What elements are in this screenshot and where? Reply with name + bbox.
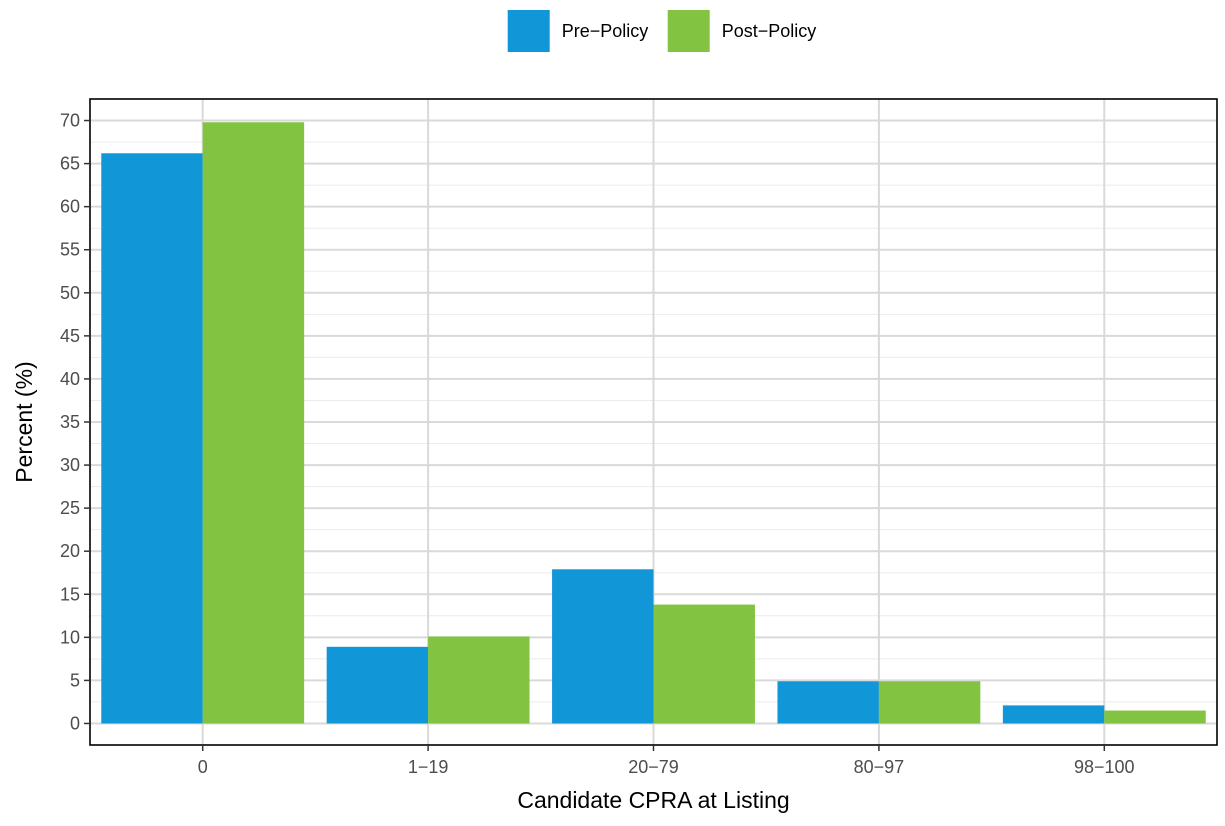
y-tick-label: 30	[60, 455, 80, 475]
bar	[202, 122, 305, 724]
bar	[878, 681, 981, 724]
x-tick-label: 0	[198, 757, 208, 777]
legend-key	[667, 10, 710, 52]
y-tick-label: 0	[70, 713, 80, 733]
y-tick-label: 60	[60, 197, 80, 217]
x-tick-label: 80−97	[854, 757, 905, 777]
y-tick-label: 50	[60, 283, 80, 303]
y-tick-label: 55	[60, 240, 80, 260]
x-tick-label: 20−79	[628, 757, 679, 777]
y-tick-label: 70	[60, 111, 80, 131]
x-axis-title: Candidate CPRA at Listing	[517, 787, 789, 813]
y-tick-label: 5	[70, 670, 80, 690]
bar	[428, 636, 530, 724]
y-tick-label: 20	[60, 541, 80, 561]
bar	[1104, 710, 1206, 724]
y-tick-label: 45	[60, 326, 80, 346]
bars	[101, 122, 1206, 724]
y-axis-title: Percent (%)	[11, 361, 37, 482]
bar	[653, 604, 755, 724]
y-tick-label: 15	[60, 584, 80, 604]
y-tick-label: 40	[60, 369, 80, 389]
x-tick-label: 98−100	[1074, 757, 1135, 777]
y-tick-label: 35	[60, 412, 80, 432]
bar	[1002, 705, 1105, 724]
bar	[101, 153, 203, 724]
legend-label: Post−Policy	[722, 21, 817, 41]
bar	[326, 646, 429, 724]
legend-label: Pre−Policy	[562, 21, 649, 41]
bar	[777, 681, 879, 724]
legend: Pre−Policy Post−Policy	[507, 10, 817, 52]
y-tick-label: 65	[60, 154, 80, 174]
y-axis-ticks: 0 5 10 15 20 25 30 35 40 45 50 55 60 65 70	[60, 111, 90, 733]
x-axis-ticks: 0 1−19 20−79 80−97 98−100	[198, 745, 1135, 777]
y-tick-label: 10	[60, 627, 80, 647]
legend-key	[507, 10, 550, 52]
y-tick-label: 25	[60, 498, 80, 518]
x-tick-label: 1−19	[408, 757, 449, 777]
bar	[552, 569, 654, 724]
